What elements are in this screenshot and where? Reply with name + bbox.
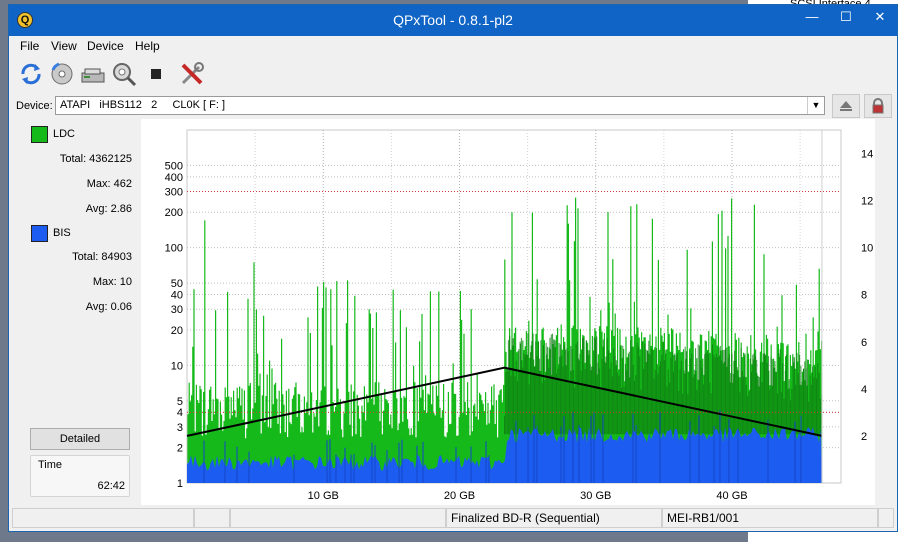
magnify-disc-icon[interactable] <box>111 61 137 87</box>
bis-legend-label: BIS <box>53 227 71 239</box>
device-select[interactable]: ATAPI iHBS112 2 CL0K [ F: ] ▼ <box>55 96 825 115</box>
toolbar <box>9 56 897 92</box>
y-right-tick-label: 12 <box>861 196 873 208</box>
y-left-tick-label: 2 <box>177 443 183 455</box>
ldc-bis-chart: 10 GB 20 GB 30 GB 40 GB12345102030405010020… <box>165 129 873 502</box>
time-label: Time <box>38 459 63 471</box>
x-tick-label: 40 GB <box>716 490 747 502</box>
refresh-icon[interactable] <box>18 61 44 87</box>
menu-view[interactable]: View <box>51 39 77 53</box>
menu-bar: File View Device Help <box>9 36 897 56</box>
device-label: Device: <box>16 100 53 112</box>
chart-area: 10 GB 20 GB 30 GB 40 GB 1 2 3 4 5 10 20 30 40 50 100 20… <box>141 119 875 505</box>
close-button[interactable]: ✕ <box>863 5 897 29</box>
y-right-tick-label: 14 <box>861 149 873 161</box>
speed-line <box>186 366 823 437</box>
time-value: 62:42 <box>97 480 125 492</box>
tools-icon[interactable] <box>179 61 205 87</box>
detailed-button[interactable]: Detailed <box>30 428 130 450</box>
app-icon: Q <box>17 12 33 28</box>
y-left-tick-label: 30 <box>171 304 183 316</box>
status-cell-2 <box>194 508 230 528</box>
bis-max: Max: 10 <box>92 276 132 288</box>
lock-button[interactable] <box>864 94 892 118</box>
y-left-tick-label: 300 <box>165 187 183 199</box>
x-tick-label: 10 GB <box>308 490 339 502</box>
ldc-avg: Avg: 2.86 <box>85 203 132 215</box>
status-disc-type: Finalized BD-R (Sequential) <box>446 508 662 528</box>
y-left-tick-label: 10 <box>171 360 183 372</box>
bis-avg: Avg: 0.06 <box>85 301 132 313</box>
maximize-button[interactable]: ☐ <box>840 9 852 24</box>
qpxtool-window: Q QPxTool - 0.8.1-pl2 — ☐ ✕ File View De… <box>8 4 898 532</box>
bis-series-area <box>187 427 822 483</box>
ldc-total: Total: 4362125 <box>59 153 132 165</box>
lock-icon <box>872 98 884 114</box>
stats-panel: LDC Total: 4362125 Max: 462 Avg: 2.86 BI… <box>13 123 135 503</box>
ldc-legend-swatch <box>31 126 48 143</box>
chevron-down-icon[interactable]: ▼ <box>807 97 824 114</box>
y-left-tick-label: 4 <box>177 407 183 419</box>
disc-info-icon[interactable] <box>49 61 75 87</box>
y-left-tick-label: 3 <box>177 422 183 434</box>
y-right-tick-label: 6 <box>861 337 867 349</box>
y-left-tick-label: 500 <box>165 160 183 172</box>
scanner-icon[interactable] <box>80 61 106 87</box>
y-right-tick-label: 8 <box>861 290 867 302</box>
y-right-tick-label: 2 <box>861 431 867 443</box>
title-bar[interactable]: Q QPxTool - 0.8.1-pl2 — ☐ ✕ <box>9 5 897 36</box>
bis-baseline-band <box>187 477 822 483</box>
menu-file[interactable]: File <box>20 39 40 53</box>
x-tick-label: 30 GB <box>580 490 611 502</box>
y-left-tick-label: 100 <box>165 243 183 255</box>
ldc-series-core <box>504 333 823 435</box>
y-left-tick-label: 400 <box>165 172 183 184</box>
menu-device[interactable]: Device <box>87 39 124 53</box>
y-left-tick-label: 50 <box>171 278 183 290</box>
bis-total: Total: 84903 <box>72 251 132 263</box>
status-media-id: MEI-RB1/001 <box>662 508 878 528</box>
minimize-button[interactable]: — <box>805 9 819 24</box>
y-left-tick-label: 20 <box>171 325 183 337</box>
ldc-legend-label: LDC <box>53 128 76 140</box>
device-value: ATAPI iHBS112 2 CL0K [ F: ] <box>60 99 226 111</box>
time-group: Time 62:42 <box>30 455 130 497</box>
status-cell-6 <box>878 508 894 528</box>
y-right-tick-label: 10 <box>861 243 873 255</box>
status-bar: Finalized BD-R (Sequential) MEI-RB1/001 <box>9 505 897 531</box>
menu-help[interactable]: Help <box>135 39 160 53</box>
bis-series-spikes <box>203 410 802 483</box>
eject-button[interactable] <box>832 94 860 118</box>
y-left-tick-label: 5 <box>177 396 183 408</box>
stop-icon[interactable] <box>143 61 169 87</box>
window-title: QPxTool - 0.8.1-pl2 <box>393 12 513 28</box>
y-left-tick-label: 200 <box>165 207 183 219</box>
device-bar: Device: ATAPI iHBS112 2 CL0K [ F: ] ▼ <box>9 93 897 119</box>
status-cell-3 <box>230 508 446 528</box>
eject-icon <box>840 101 852 111</box>
x-tick-label: 20 GB <box>444 490 475 502</box>
y-left-tick-label: 40 <box>171 289 183 301</box>
y-right-tick-label: 4 <box>861 384 867 396</box>
bis-legend-swatch <box>31 225 48 242</box>
y-left-tick-label: 1 <box>177 478 183 490</box>
ldc-max: Max: 462 <box>86 178 132 190</box>
status-cell-1 <box>12 508 194 528</box>
